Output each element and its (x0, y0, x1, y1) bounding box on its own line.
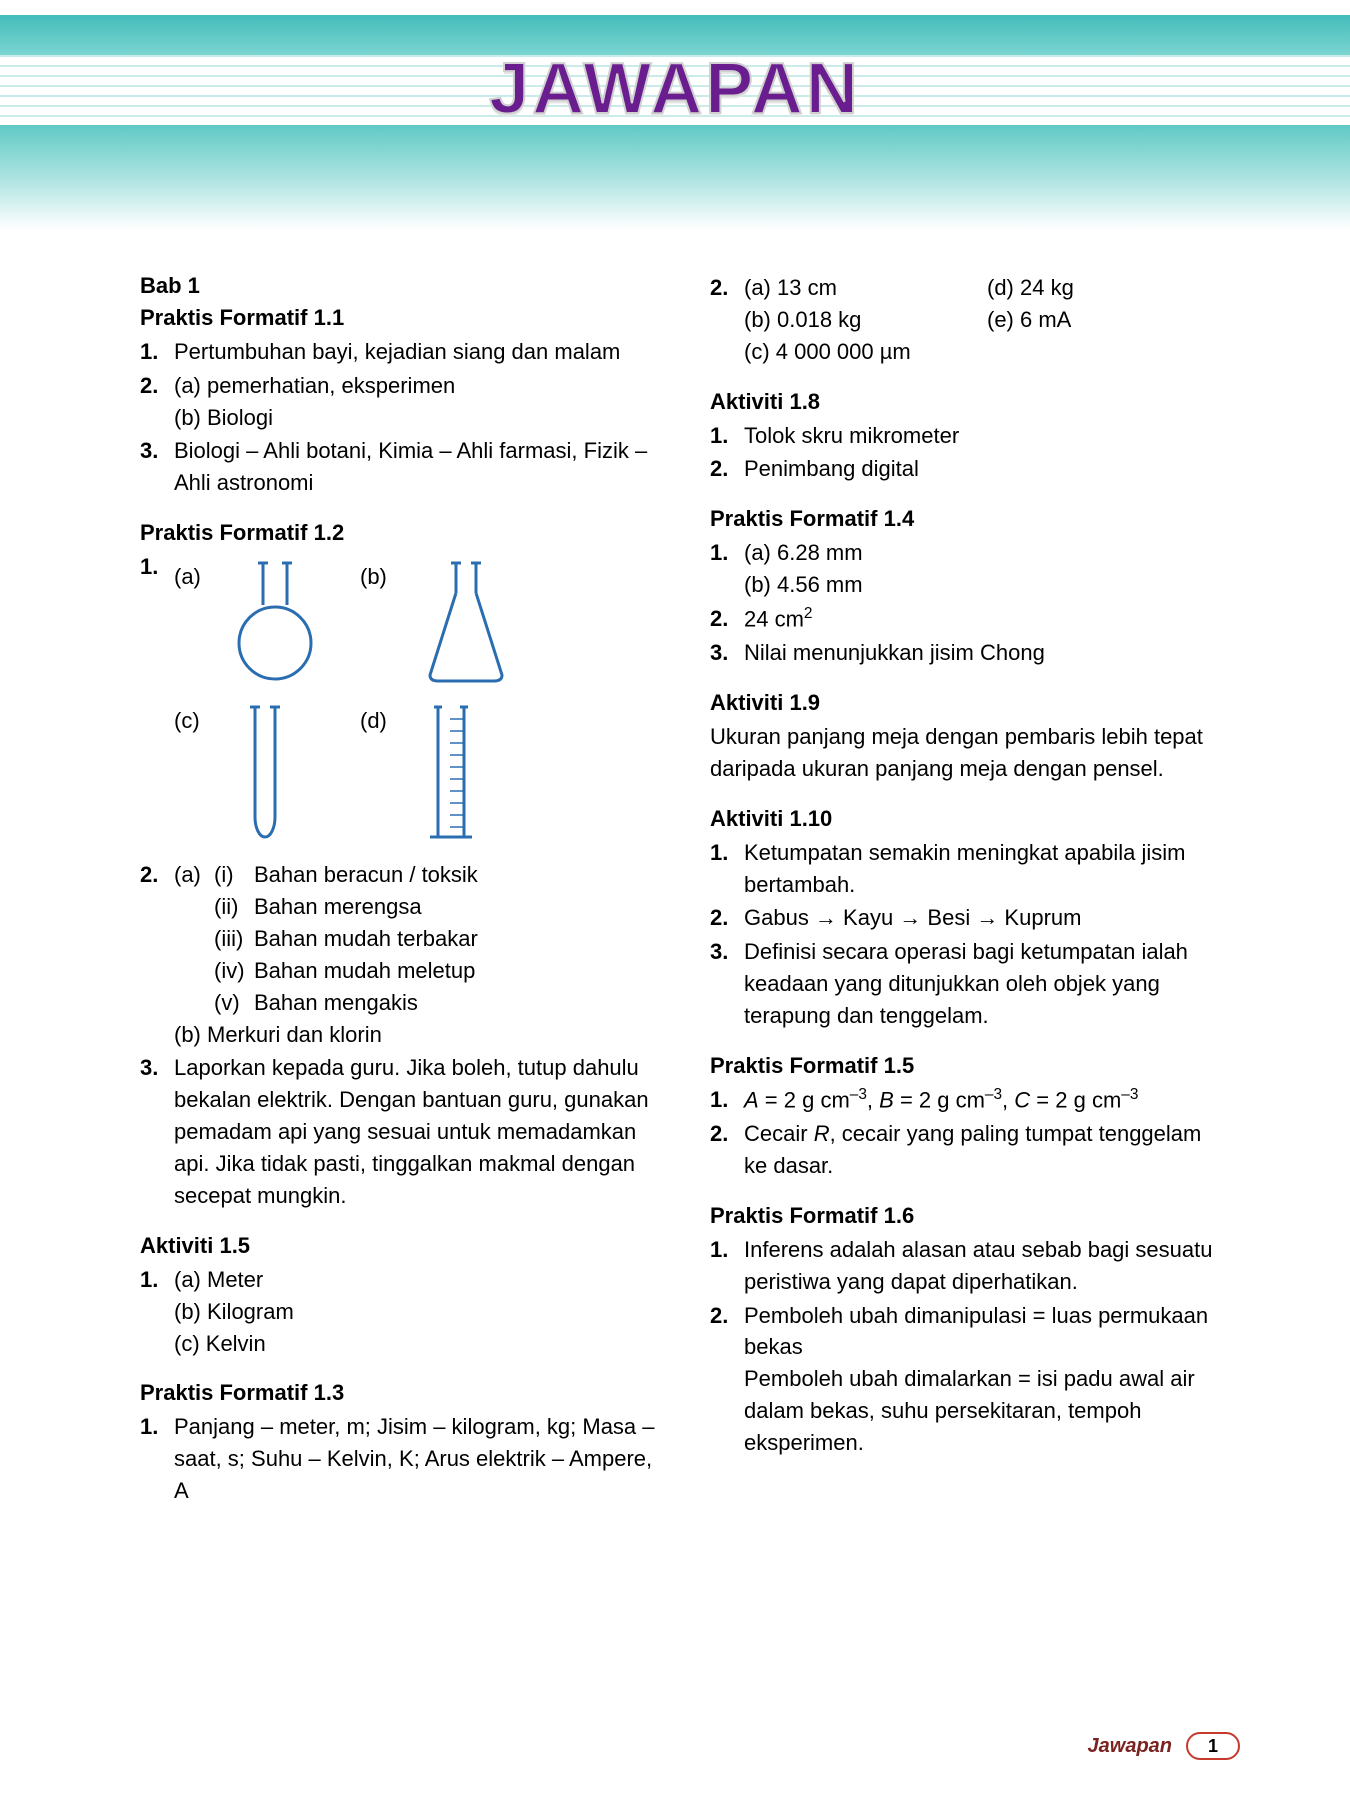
akt18-1: Tolok skru mikrometer (744, 420, 1230, 452)
pf11-2a: (a) pemerhatian, eksperimen (174, 370, 660, 402)
akt19-p: Ukuran panjang meja dengan pembaris lebi… (710, 721, 1230, 785)
page-title: JAWAPAN (0, 48, 1350, 130)
heading-akt110: Aktiviti 1.10 (710, 803, 1230, 835)
list-pf12: 1. (a) (b) (140, 551, 660, 1212)
pf13-2e: (e) 6 mA (987, 304, 1230, 336)
akt15-a: (a) Meter (174, 1264, 660, 1296)
pf14-3: Nilai menunjukkan jisim Chong (744, 637, 1230, 669)
pf12-2a-ii: Bahan merengsa (254, 891, 660, 923)
pf12-2a-iv: Bahan mudah meletup (254, 955, 660, 987)
pf14-1b: (b) 4.56 mm (744, 569, 1230, 601)
fig-cylinder-icon (416, 701, 546, 851)
heading-pf14: Praktis Formatif 1.4 (710, 503, 1230, 535)
heading-akt15: Aktiviti 1.5 (140, 1230, 660, 1262)
fig-label-a: (a) (174, 557, 230, 593)
list-akt110: 1.Ketumpatan semakin meningkat apabila j… (710, 837, 1230, 1032)
page-number-badge: 1 (1186, 1732, 1240, 1760)
pf12-2a-iii: Bahan mudah terbakar (254, 923, 660, 955)
pf12-2b: (b) Merkuri dan klorin (174, 1019, 660, 1051)
akt15-b: (b) Kilogram (174, 1296, 660, 1328)
column-right: 2. (a) 13 cm (d) 24 kg (b) 0.018 kg (e) … (710, 270, 1230, 1507)
heading-pf11: Praktis Formatif 1.1 (140, 302, 660, 334)
list-pf16: 1.Inferens adalah alasan atau sebab bagi… (710, 1234, 1230, 1459)
pf13-2c: (c) 4 000 000 µm (744, 336, 1230, 368)
pf15-1: A = 2 g cm–3, B = 2 g cm–3, C = 2 g cm–3 (744, 1084, 1230, 1116)
list-pf13: 1.Panjang – meter, m; Jisim – kilogram, … (140, 1411, 660, 1507)
akt15-c: (c) Kelvin (174, 1328, 660, 1360)
footer-label: Jawapan (1088, 1735, 1172, 1758)
list-pf15: 1. A = 2 g cm–3, B = 2 g cm–3, C = 2 g c… (710, 1084, 1230, 1182)
fig-flask-conical-icon (416, 557, 546, 687)
heading-pf12: Praktis Formatif 1.2 (140, 517, 660, 549)
pf14-1a: (a) 6.28 mm (744, 537, 1230, 569)
fig-label-b: (b) (360, 557, 416, 593)
banner-fade (0, 170, 1350, 230)
pf13-2d: (d) 24 kg (987, 272, 1230, 304)
akt110-3: Definisi secara operasi bagi ketumpatan … (744, 936, 1230, 1032)
list-pf13-cont: 2. (a) 13 cm (d) 24 kg (b) 0.018 kg (e) … (710, 272, 1230, 368)
list-akt18: 1.Tolok skru mikrometer 2.Penimbang digi… (710, 420, 1230, 486)
content: Bab 1 Praktis Formatif 1.1 1.Pertumbuhan… (0, 240, 1350, 1507)
pf12-2a-i: Bahan beracun / toksik (254, 859, 660, 891)
pf16-2: Pemboleh ubah dimanipulasi = luas permuk… (744, 1300, 1230, 1459)
heading-pf15: Praktis Formatif 1.5 (710, 1050, 1230, 1082)
fig-label-c: (c) (174, 701, 230, 737)
fig-label-d: (d) (360, 701, 416, 737)
pf13-2b: (b) 0.018 kg (744, 304, 987, 336)
glassware-figures: (a) (b) (174, 557, 660, 851)
pf12-2a-v: Bahan mengakis (254, 987, 660, 1019)
pf14-2: 24 cm2 (744, 603, 1230, 635)
heading-pf16: Praktis Formatif 1.6 (710, 1200, 1230, 1232)
pf11-3: Biologi – Ahli botani, Kimia – Ahli farm… (174, 435, 660, 499)
fig-test-tube-icon (230, 701, 360, 851)
header-banner: JAWAPAN (0, 0, 1350, 240)
footer: Jawapan 1 (1088, 1732, 1240, 1760)
list-pf14: 1. (a) 6.28 mm (b) 4.56 mm 2.24 cm2 3.Ni… (710, 537, 1230, 669)
pf16-1: Inferens adalah alasan atau sebab bagi s… (744, 1234, 1230, 1298)
column-left: Bab 1 Praktis Formatif 1.1 1.Pertumbuhan… (140, 270, 660, 1507)
list-pf11: 1.Pertumbuhan bayi, kejadian siang dan m… (140, 336, 660, 499)
banner-bar-mid (0, 125, 1350, 170)
pf12-3: Laporkan kepada guru. Jika boleh, tutup … (174, 1052, 660, 1211)
pf13-1: Panjang – meter, m; Jisim – kilogram, kg… (174, 1411, 660, 1507)
heading-pf13: Praktis Formatif 1.3 (140, 1377, 660, 1409)
pf15-2: Cecair R, cecair yang paling tumpat teng… (744, 1118, 1230, 1182)
list-akt15: 1. (a) Meter (b) Kilogram (c) Kelvin (140, 1264, 660, 1360)
heading-bab: Bab 1 (140, 270, 660, 302)
fig-flask-round-icon (230, 557, 360, 687)
pf11-2b: (b) Biologi (174, 402, 660, 434)
akt18-2: Penimbang digital (744, 453, 1230, 485)
heading-akt19: Aktiviti 1.9 (710, 687, 1230, 719)
heading-akt18: Aktiviti 1.8 (710, 386, 1230, 418)
akt110-2: Gabus → Kayu → Besi → Kuprum (744, 902, 1230, 934)
akt110-1: Ketumpatan semakin meningkat apabila jis… (744, 837, 1230, 901)
pf11-1: Pertumbuhan bayi, kejadian siang dan mal… (174, 336, 660, 368)
pf13-2a: (a) 13 cm (744, 272, 987, 304)
